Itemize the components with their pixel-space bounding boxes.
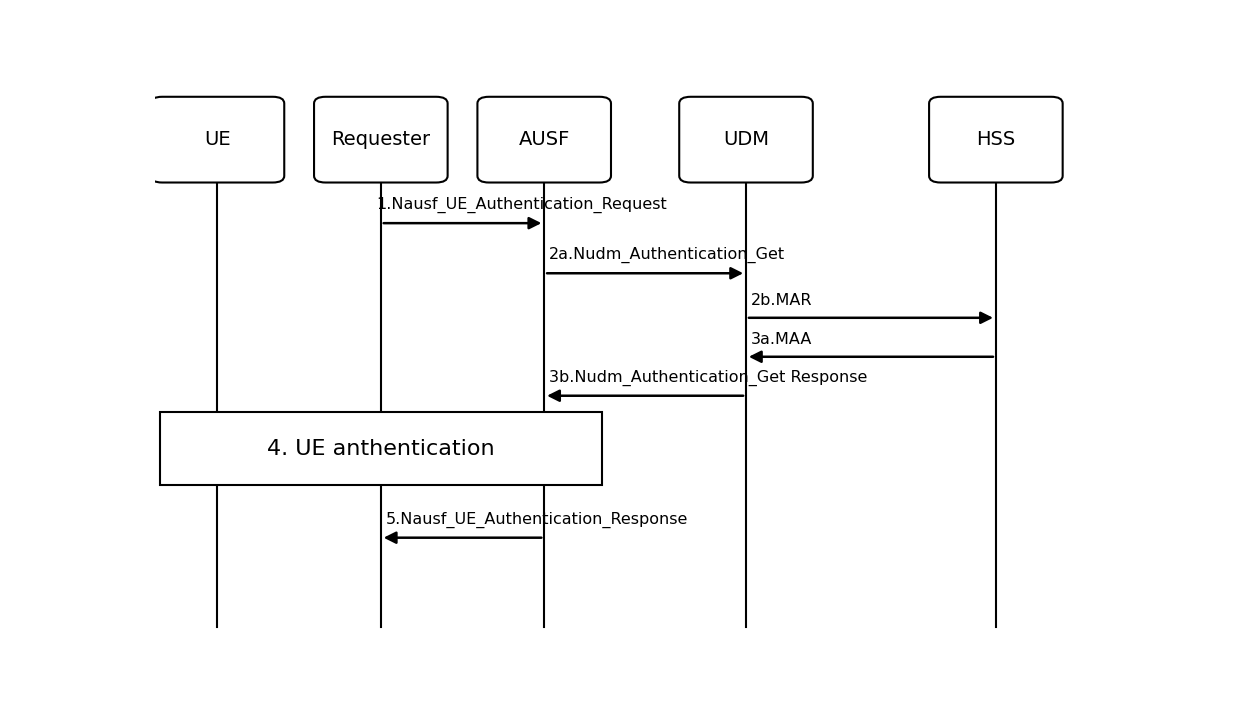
FancyBboxPatch shape	[929, 97, 1063, 182]
Text: 2a.Nudm_Authentication_Get: 2a.Nudm_Authentication_Get	[549, 247, 785, 263]
Text: 4. UE anthentication: 4. UE anthentication	[267, 439, 495, 458]
FancyBboxPatch shape	[477, 97, 611, 182]
Text: 2b.MAR: 2b.MAR	[751, 293, 812, 308]
Text: HSS: HSS	[976, 130, 1016, 149]
Text: Requester: Requester	[331, 130, 430, 149]
Text: 1.Nausf_UE_Authentication_Request: 1.Nausf_UE_Authentication_Request	[376, 197, 667, 213]
Text: 3a.MAA: 3a.MAA	[751, 332, 812, 347]
Text: 3b.Nudm_Authentication_Get Response: 3b.Nudm_Authentication_Get Response	[549, 369, 868, 385]
FancyBboxPatch shape	[680, 97, 812, 182]
FancyBboxPatch shape	[151, 97, 284, 182]
Bar	[160, 412, 601, 485]
Text: UDM: UDM	[723, 130, 769, 149]
Text: UE: UE	[205, 130, 231, 149]
Text: AUSF: AUSF	[518, 130, 570, 149]
Text: 5.Nausf_UE_Authentication_Response: 5.Nausf_UE_Authentication_Response	[386, 511, 688, 528]
FancyBboxPatch shape	[314, 97, 448, 182]
